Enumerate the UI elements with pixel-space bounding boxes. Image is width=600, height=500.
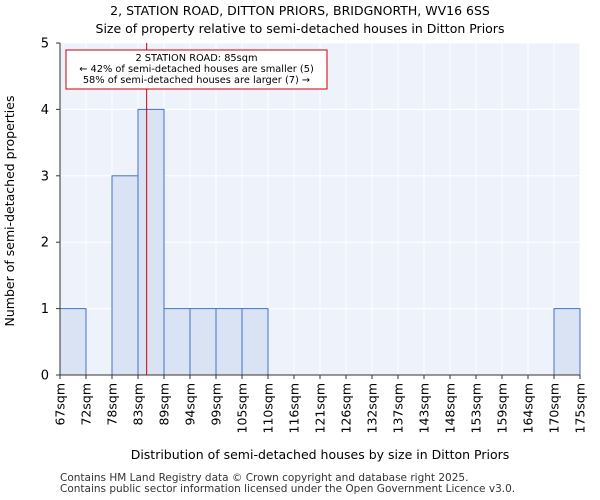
y-tick-label: 1 [41,302,49,317]
x-tick-label: 143sqm [417,383,432,433]
bar-170sqm [553,308,581,376]
x-tick-label: 83sqm [131,383,146,426]
x-tick-label: 159sqm [495,383,510,433]
x-axis-label: Distribution of semi-detached houses by … [131,447,510,462]
x-tick-label: 137sqm [391,383,406,433]
annotation-line-1: 2 STATION ROAD: 85sqm [135,53,257,64]
bar-94sqm [189,308,217,376]
x-tick-label: 170sqm [547,383,562,433]
title-line-1: 2, STATION ROAD, DITTON PRIORS, BRIDGNOR… [110,3,490,18]
chart-title: 2, STATION ROAD, DITTON PRIORS, BRIDGNOR… [0,2,600,38]
y-tick-label: 4 [41,103,49,118]
annotation-line-3: 58% of semi-detached houses are larger (… [83,75,310,86]
x-tick-label: 72sqm [79,383,94,426]
footer-line-1: Contains HM Land Registry data © Crown c… [60,472,469,484]
x-tick-label: 175sqm [573,383,588,433]
title-line-2: Size of property relative to semi-detach… [95,21,505,36]
x-tick-label: 110sqm [261,383,276,433]
bar-67sqm [59,308,87,376]
bar-83sqm [137,108,165,376]
y-tick-label: 3 [41,169,49,184]
x-tick-label: 78sqm [105,383,120,426]
footer-line-2: Contains public sector information licen… [60,483,516,495]
x-tick-label: 121sqm [313,383,328,433]
x-tick-label: 89sqm [157,383,172,426]
y-axis-label: Number of semi-detached properties [2,96,17,327]
annotation-box [65,49,328,90]
bar-78sqm [111,175,139,376]
x-tick-label: 116sqm [287,383,302,433]
annotation-line-2: ← 42% of semi-detached houses are smalle… [79,64,314,75]
y-tick-label: 5 [41,37,49,52]
bar-89sqm [163,308,191,376]
x-tick-label: 67sqm [53,383,68,426]
x-tick-label: 153sqm [469,383,484,433]
x-tick-label: 126sqm [339,383,354,433]
bar-105sqm [241,308,269,376]
x-tick-label: 99sqm [209,383,224,426]
x-tick-label: 164sqm [521,383,536,433]
bar-99sqm [215,308,243,376]
attribution-footer: Contains HM Land Registry data © Crown c… [60,473,515,495]
x-tick-label: 148sqm [443,383,458,433]
y-tick-label: 0 [41,369,49,384]
x-tick-label: 94sqm [183,383,198,426]
y-tick-label: 2 [41,236,49,251]
x-tick-label: 132sqm [365,383,380,433]
x-tick-label: 105sqm [235,383,250,433]
